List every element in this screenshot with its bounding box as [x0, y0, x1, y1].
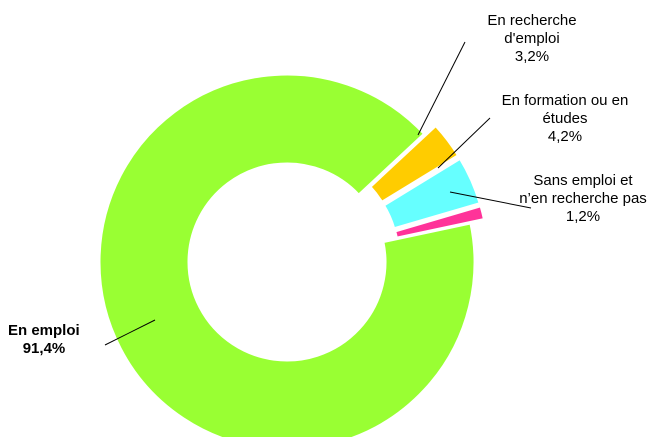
leader-line [449, 191, 532, 209]
category-name: En formation ou en études [501, 92, 629, 127]
value-label: 1,2% [565, 208, 601, 225]
leader-line [437, 117, 491, 169]
value-label: 3,2% [514, 48, 550, 65]
donut-slice [367, 123, 461, 205]
leader-line [104, 319, 156, 346]
category-name: En recherche d'emploi [487, 12, 577, 47]
slice-label: Sans emploi et n’en recherche pas 1,2% [518, 172, 648, 226]
category-name: En emploi [8, 322, 80, 339]
category-name: Sans emploi et n’en recherche pas [519, 172, 647, 207]
donut-slice [97, 72, 477, 437]
slice-label: En emploi 91,4% [8, 322, 118, 358]
leader-line [417, 41, 466, 136]
slice-label: En formation ou en études 4,2% [490, 92, 640, 146]
donut-slice [381, 156, 483, 231]
value-label: 4,2% [547, 128, 583, 145]
slice-label: En recherche d'emploi 3,2% [462, 12, 602, 66]
value-label: 91,4% [22, 340, 66, 357]
